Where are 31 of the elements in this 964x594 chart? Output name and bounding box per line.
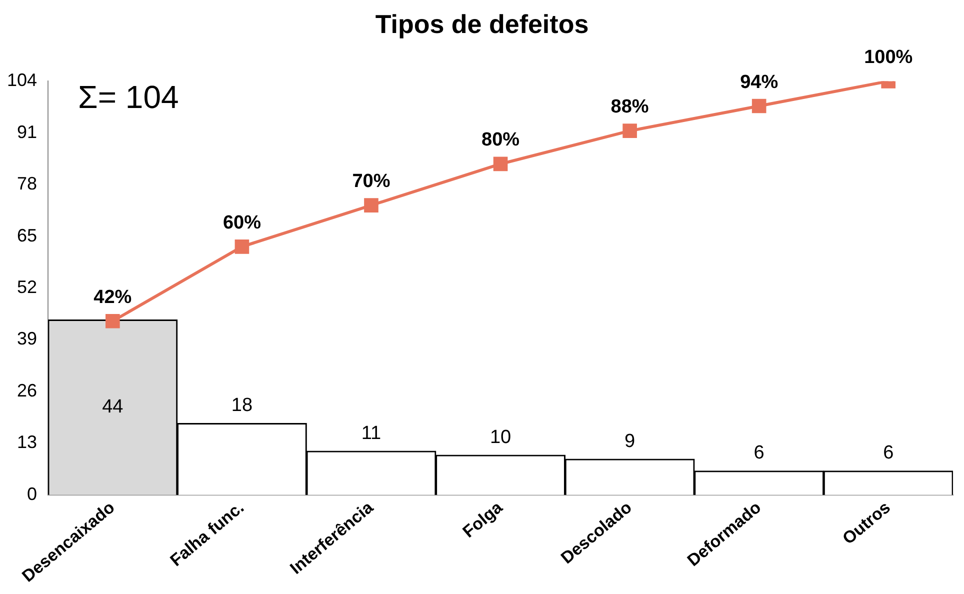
data-label: 94%: [740, 72, 778, 93]
data-label: 18: [231, 395, 253, 416]
data-label: 100%: [864, 46, 913, 68]
data-label: 70%: [352, 171, 390, 192]
y-tick-label: 65: [17, 225, 38, 246]
data-label: 42%: [94, 286, 132, 308]
point: [622, 124, 637, 138]
y-tick-label: 52: [17, 277, 38, 298]
y-tick-label: 91: [17, 122, 38, 142]
data-label: 88%: [610, 96, 649, 118]
data-label: 60%: [222, 212, 262, 234]
data-label: 80%: [482, 130, 520, 151]
data-label: 44: [102, 396, 124, 418]
y-tick-label: 104: [6, 70, 38, 90]
y-tick-label: 0: [27, 484, 38, 504]
data-label: 6: [883, 442, 894, 464]
data-label: 11: [361, 422, 382, 444]
y-tick-label: 26: [17, 380, 38, 400]
data-label: 9: [624, 430, 636, 452]
chart-title: Tipos de defeitos: [375, 8, 589, 39]
data-label: 6: [754, 442, 764, 464]
y-tick-label: 13: [17, 432, 38, 452]
y-tick-label: 78: [17, 174, 38, 194]
y-tick-label: 39: [17, 328, 38, 349]
data-label: 10: [490, 426, 512, 448]
point: [364, 198, 378, 212]
point: [493, 156, 508, 172]
point: [752, 98, 766, 114]
point: [234, 240, 250, 254]
annotation: Σ= 104: [78, 79, 179, 116]
point: [106, 314, 120, 328]
